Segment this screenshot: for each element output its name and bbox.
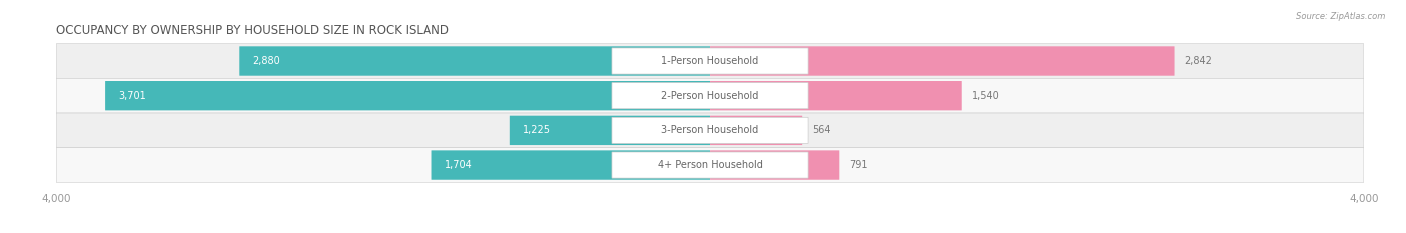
Text: 2,842: 2,842 [1184,56,1212,66]
Text: 3-Person Household: 3-Person Household [661,125,759,135]
Text: 791: 791 [849,160,868,170]
FancyBboxPatch shape [612,48,808,74]
FancyBboxPatch shape [612,83,808,109]
FancyBboxPatch shape [239,46,710,76]
Text: 3,701: 3,701 [118,91,146,101]
Text: 4+ Person Household: 4+ Person Household [658,160,762,170]
Text: 2,880: 2,880 [253,56,280,66]
FancyBboxPatch shape [710,116,803,145]
Text: OCCUPANCY BY OWNERSHIP BY HOUSEHOLD SIZE IN ROCK ISLAND: OCCUPANCY BY OWNERSHIP BY HOUSEHOLD SIZE… [56,24,450,37]
Text: 1,540: 1,540 [972,91,1000,101]
FancyBboxPatch shape [612,117,808,144]
FancyBboxPatch shape [56,113,1364,148]
Text: 1,704: 1,704 [444,160,472,170]
Text: 1-Person Household: 1-Person Household [661,56,759,66]
FancyBboxPatch shape [432,150,710,180]
Text: 1,225: 1,225 [523,125,551,135]
FancyBboxPatch shape [710,81,962,110]
Text: 2-Person Household: 2-Person Household [661,91,759,101]
FancyBboxPatch shape [56,44,1364,78]
FancyBboxPatch shape [510,116,710,145]
FancyBboxPatch shape [56,148,1364,182]
Text: Source: ZipAtlas.com: Source: ZipAtlas.com [1295,12,1385,21]
Text: 564: 564 [813,125,831,135]
FancyBboxPatch shape [56,78,1364,113]
FancyBboxPatch shape [105,81,710,110]
FancyBboxPatch shape [710,150,839,180]
FancyBboxPatch shape [612,152,808,178]
FancyBboxPatch shape [710,46,1174,76]
